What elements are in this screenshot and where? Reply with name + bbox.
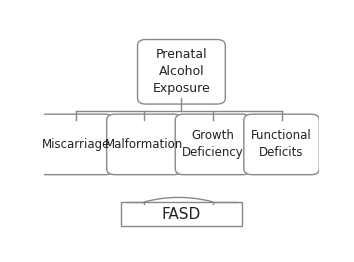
FancyBboxPatch shape [38, 114, 114, 175]
Text: Prenatal
Alcohol
Exposure: Prenatal Alcohol Exposure [153, 48, 210, 95]
Text: Functional
Deficits: Functional Deficits [251, 129, 312, 159]
FancyBboxPatch shape [107, 114, 182, 175]
FancyBboxPatch shape [175, 114, 251, 175]
Text: FASD: FASD [162, 206, 201, 221]
Bar [121, 202, 242, 226]
Text: Growth
Deficiency: Growth Deficiency [182, 129, 244, 159]
Text: Miscarriage: Miscarriage [42, 138, 110, 151]
Text: Malformation: Malformation [105, 138, 183, 151]
FancyBboxPatch shape [137, 40, 225, 104]
FancyBboxPatch shape [244, 114, 319, 175]
